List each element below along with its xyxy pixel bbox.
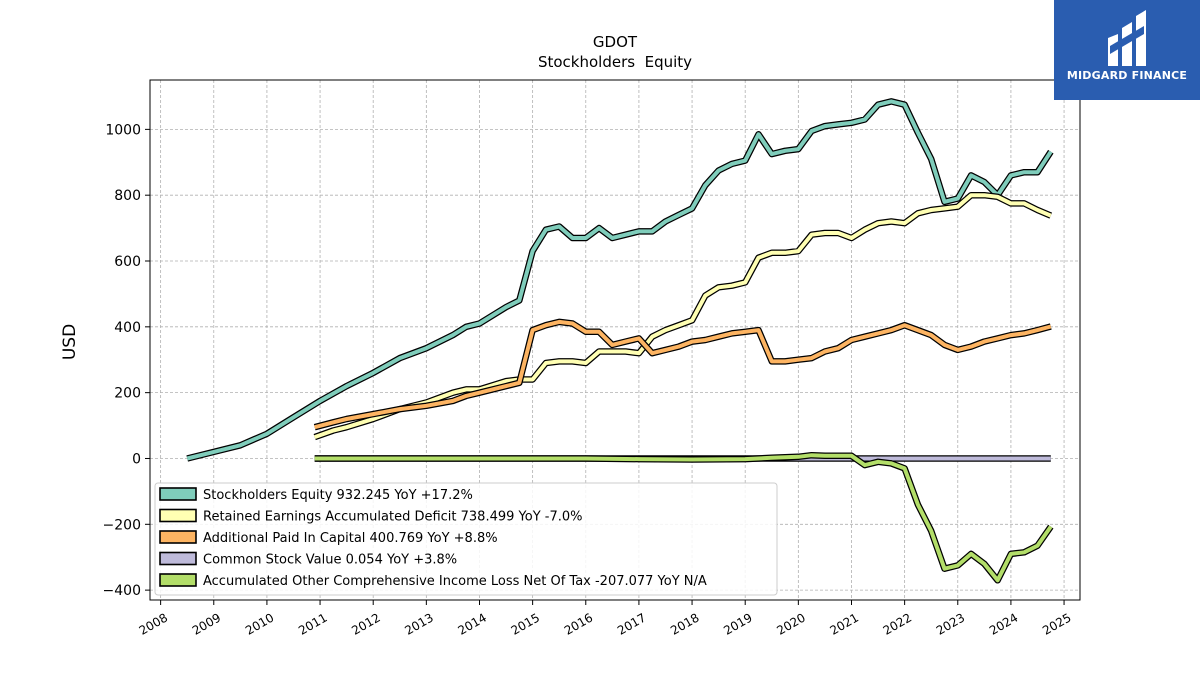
series-line xyxy=(314,453,1053,583)
x-tick-label: 2010 xyxy=(243,610,276,637)
x-tick-label: 2011 xyxy=(296,610,329,637)
x-tick-label: 2025 xyxy=(1040,610,1073,637)
x-tick-label: 2020 xyxy=(774,610,807,637)
logo-text: MIDGARD FINANCE xyxy=(1066,69,1188,82)
legend: Stockholders Equity 932.245 YoY +17.2% Re… xyxy=(154,482,778,596)
legend-swatch xyxy=(159,551,197,566)
legend-label: Common Stock Value 0.054 YoY +3.8% xyxy=(203,553,457,568)
chart-subtitle: Stockholders Equity xyxy=(538,53,692,71)
series-line xyxy=(314,319,1052,430)
legend-label: Accumulated Other Comprehensive Income L… xyxy=(203,574,707,589)
y-tick-label: 400 xyxy=(114,320,141,336)
x-tick-label: 2018 xyxy=(668,610,701,637)
x-tick-label: 2015 xyxy=(509,610,542,637)
x-tick-label: 2008 xyxy=(137,610,170,637)
plot-frame xyxy=(149,79,1081,601)
legend-label: Stockholders Equity 932.245 YoY +17.2% xyxy=(203,488,473,503)
y-axis-label: USD xyxy=(60,324,80,360)
series-line xyxy=(186,99,1053,461)
legend-label: Retained Earnings Accumulated Deficit 73… xyxy=(203,510,582,525)
y-tick-label: 200 xyxy=(114,386,141,402)
series-lines xyxy=(186,98,1054,584)
y-tick-label: 800 xyxy=(114,188,141,204)
x-tick-label: 2016 xyxy=(562,610,595,637)
y-tick-label: 0 xyxy=(132,451,141,467)
x-tick-label: 2024 xyxy=(987,610,1020,637)
series-outline xyxy=(313,318,1052,431)
x-tick-label: 2009 xyxy=(190,610,223,637)
legend-swatch xyxy=(159,487,197,501)
legend-swatch xyxy=(159,530,197,544)
x-tick-label: 2014 xyxy=(456,610,489,637)
y-tick-label: −200 xyxy=(103,517,141,533)
legend-swatch xyxy=(159,508,197,523)
y-tick-label: 1000 xyxy=(105,122,141,138)
series-line xyxy=(314,193,1052,439)
logo-mark-icon xyxy=(1108,10,1146,66)
x-tick-label: 2023 xyxy=(934,610,967,637)
company-logo: MIDGARD FINANCE xyxy=(1054,0,1200,100)
legend-box xyxy=(154,482,778,596)
x-tick-label: 2021 xyxy=(828,610,861,637)
chart-title: GDOT xyxy=(593,33,638,51)
x-tick-label: 2013 xyxy=(402,610,435,637)
x-tick-label: 2012 xyxy=(349,610,382,637)
x-tick-label: 2022 xyxy=(881,610,914,637)
legend-label: Additional Paid In Capital 400.769 YoY +… xyxy=(203,531,498,546)
x-tick-label: 2017 xyxy=(615,610,648,637)
y-tick-label: 600 xyxy=(114,254,141,270)
y-tick-label: −400 xyxy=(103,583,141,599)
legend-swatch xyxy=(159,573,197,587)
x-tick-label: 2019 xyxy=(721,610,754,637)
